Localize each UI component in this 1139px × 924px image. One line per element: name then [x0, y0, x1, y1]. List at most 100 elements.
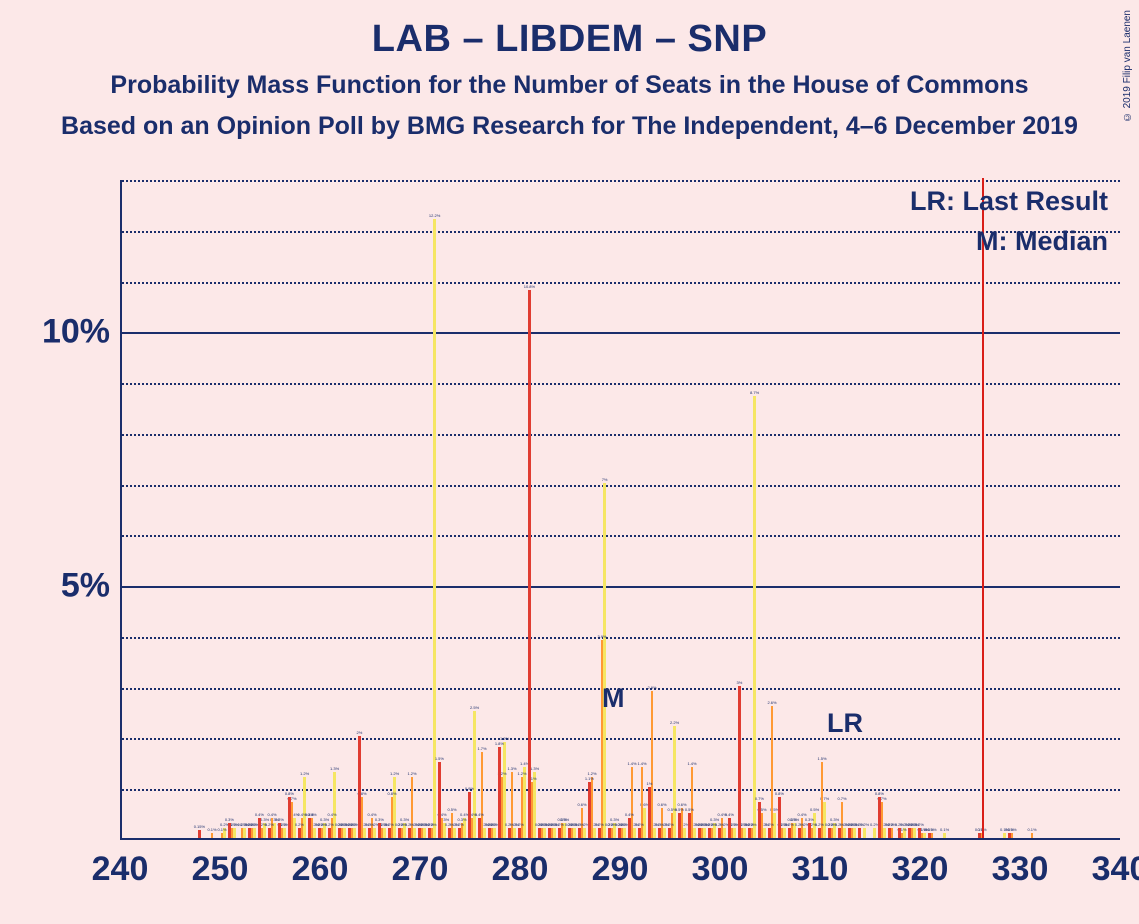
bar-orange	[591, 777, 594, 838]
bar-red	[468, 792, 471, 838]
bar-yellow	[233, 828, 236, 838]
bar-orange	[321, 828, 324, 838]
bar-value-label: 12.2%	[429, 213, 440, 218]
bar-value-label: 0.2%	[575, 822, 584, 827]
bar-value-label: 0.7%	[837, 796, 846, 801]
bar-orange	[621, 828, 624, 838]
bar-red	[698, 828, 701, 838]
bar-value-label: 0.4%	[725, 812, 734, 817]
copyright-text: © 2019 Filip van Laenen	[1122, 10, 1133, 122]
bar-value-label: 0.2%	[635, 822, 644, 827]
bar-orange	[481, 752, 484, 838]
bar-value-label: 0.2%	[835, 822, 844, 827]
bar-red	[828, 828, 831, 838]
bar-value-label: 0.2%	[295, 822, 304, 827]
bar-value-label: 0.1%	[940, 827, 949, 832]
bar-value-label: 0.2%	[845, 822, 854, 827]
bar-value-label: 0.2%	[245, 822, 254, 827]
bar-yellow	[693, 828, 696, 838]
bar-orange	[741, 828, 744, 838]
bar-yellow	[363, 828, 366, 838]
bar-yellow	[293, 818, 296, 838]
bar-orange	[641, 767, 644, 838]
bar-red	[638, 828, 641, 838]
bar-yellow	[723, 828, 726, 838]
lr-reference-line	[982, 178, 984, 838]
bar-value-label: 1.3%	[330, 766, 339, 771]
bar-value-label: 0.2%	[785, 822, 794, 827]
bar-yellow	[683, 828, 686, 838]
bar-value-label: 0.2%	[885, 822, 894, 827]
gridline-minor	[122, 231, 1120, 233]
bar-value-label: 1.3%	[530, 766, 539, 771]
bar-red	[858, 828, 861, 838]
bar-orange	[551, 828, 554, 838]
x-axis-label: 320	[892, 850, 949, 889]
bar-orange	[681, 808, 684, 838]
bar-orange	[841, 802, 844, 838]
gridline-minor	[122, 637, 1120, 639]
bar-value-label: 2.2%	[670, 720, 679, 725]
bar-value-label: 0.2%	[315, 822, 324, 827]
bar-orange	[721, 818, 724, 838]
bar-value-label: 0.2%	[655, 822, 664, 827]
bar-orange	[411, 777, 414, 838]
bar-red	[898, 828, 901, 838]
bar-value-label: 0.2%	[905, 822, 914, 827]
chart-plot-area: 0.15%0.1%0.2%0.1%0.2%0.2%0.3%0.2%0.2%0.2…	[120, 180, 1120, 840]
gridline-major	[122, 586, 1120, 588]
bar-value-label: 0.15%	[194, 824, 205, 829]
bar-orange	[221, 833, 224, 838]
bar-orange	[541, 828, 544, 838]
bar-orange	[631, 767, 634, 838]
bar-yellow	[493, 828, 496, 838]
bar-value-label: 2.9%	[647, 685, 656, 690]
bar-yellow	[243, 828, 246, 838]
bar-red	[458, 828, 461, 838]
bar-red	[448, 828, 451, 838]
bar-orange	[241, 828, 244, 838]
bar-yellow	[583, 828, 586, 838]
bar-value-label: 1.5%	[435, 756, 444, 761]
bar-yellow	[783, 828, 786, 838]
x-axis-label: 280	[492, 850, 549, 889]
bar-red	[878, 797, 881, 838]
bar-value-label: 0.2%	[395, 822, 404, 827]
bar-value-label: 0.2%	[535, 822, 544, 827]
bar-value-label: 0.2%	[605, 822, 614, 827]
bar-value-label: 0.2%	[815, 822, 824, 827]
bar-yellow	[303, 777, 306, 838]
bar-yellow	[763, 828, 766, 838]
bar-value-label: 2.6%	[767, 700, 776, 705]
bar-yellow	[883, 828, 886, 838]
bar-red	[928, 833, 931, 838]
bar-orange	[571, 828, 574, 838]
bar-value-label: 1.8%	[495, 741, 504, 746]
bar-yellow	[733, 828, 736, 838]
bar-yellow	[593, 828, 596, 838]
bar-yellow	[603, 483, 606, 838]
bar-value-label: 0.9%	[465, 786, 474, 791]
legend-m: M: Median	[976, 226, 1108, 257]
x-axis-label: 300	[692, 850, 749, 889]
bar-value-label: 1.4%	[687, 761, 696, 766]
bar-yellow	[853, 828, 856, 838]
bar-orange	[311, 818, 314, 838]
bar-value-label: 0.3%	[805, 817, 814, 822]
bar-red	[318, 828, 321, 838]
bar-yellow	[553, 828, 556, 838]
bar-yellow	[313, 828, 316, 838]
bar-value-label: 1.2%	[390, 771, 399, 776]
bar-orange	[751, 828, 754, 838]
bar-value-label: 0.2%	[615, 822, 624, 827]
x-axis-label: 330	[992, 850, 1049, 889]
bar-value-label: 8.7%	[750, 390, 759, 395]
x-axis-label: 240	[92, 850, 149, 889]
bar-value-label: 0.2%	[325, 822, 334, 827]
bar-orange	[691, 767, 694, 838]
bar-value-label: 0.8%	[387, 791, 396, 796]
bar-orange	[531, 782, 534, 838]
bar-orange	[701, 828, 704, 838]
bar-yellow	[543, 828, 546, 838]
bar-red	[578, 828, 581, 838]
